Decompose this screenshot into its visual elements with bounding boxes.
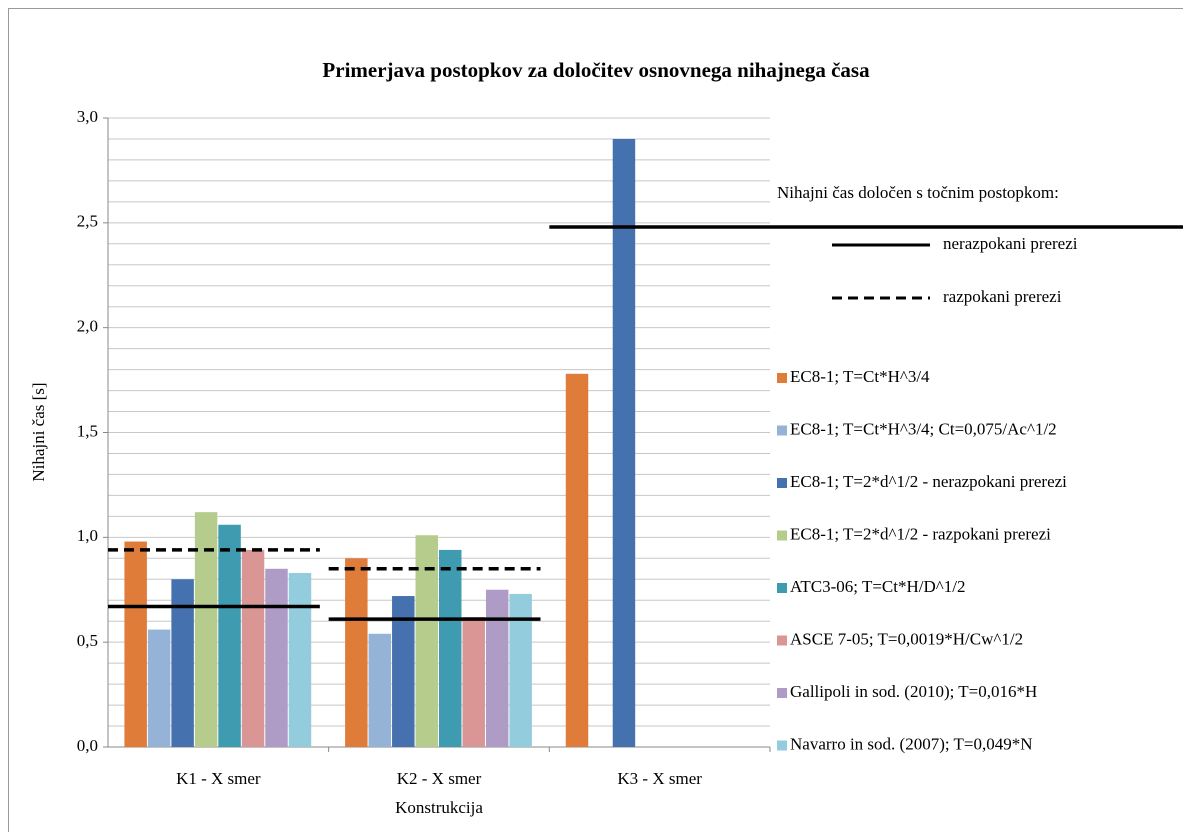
legend-label: EC8-1; T=2*d^1/2 - nerazpokani prerezi xyxy=(790,472,1067,491)
bar xyxy=(439,549,462,747)
reference-legend-title: Nihajni čas določen s točnim postopkom: xyxy=(777,183,1059,202)
bar xyxy=(288,572,312,747)
bar xyxy=(124,541,147,747)
legend-swatch xyxy=(777,530,787,541)
legend-label: razpokani prerezi xyxy=(943,287,1062,306)
bar xyxy=(218,524,241,747)
legend-swatch xyxy=(777,425,787,436)
bar xyxy=(392,596,415,747)
legend-label: Navarro in sod. (2007); T=0,049*N xyxy=(790,734,1033,753)
y-axis-title: Nihajni čas [s] xyxy=(29,382,48,481)
legend-label: EC8-1; T=Ct*H^3/4 xyxy=(790,367,930,386)
legend-swatch xyxy=(777,583,787,593)
bar xyxy=(147,629,171,747)
x-tick-label: K3 - X smer xyxy=(617,769,702,788)
y-tick-label: 2,5 xyxy=(77,212,98,231)
y-tick-label: 0,5 xyxy=(77,631,98,650)
chart-title: Primerjava postopkov za določitev osnovn… xyxy=(322,58,870,82)
legend-swatch xyxy=(777,373,787,383)
legend-label: Gallipoli in sod. (2010); T=0,016*H xyxy=(790,682,1037,701)
bar xyxy=(485,589,509,747)
legend-label: ATC3-06; T=Ct*H/D^1/2 xyxy=(790,577,965,596)
bar xyxy=(368,633,392,747)
legend-swatch xyxy=(777,740,787,751)
y-tick-label: 2,0 xyxy=(77,317,98,336)
bar xyxy=(612,138,636,747)
bar xyxy=(241,549,265,747)
legend-label: EC8-1; T=2*d^1/2 - razpokani prerezi xyxy=(790,524,1051,543)
y-tick-label: 3,0 xyxy=(77,107,98,126)
bar xyxy=(415,535,438,747)
bar xyxy=(194,512,218,747)
legend-label: ASCE 7-05; T=0,0019*H/Cw^1/2 xyxy=(790,629,1023,648)
bar xyxy=(265,568,288,747)
legend-swatch xyxy=(777,635,787,646)
y-tick-label: 0,0 xyxy=(77,736,98,755)
bar xyxy=(565,373,589,747)
legend-label: nerazpokani prerezi xyxy=(943,234,1078,253)
bar xyxy=(171,579,194,747)
legend-swatch xyxy=(777,688,787,698)
bar xyxy=(509,593,532,747)
x-tick-label: K2 - X smer xyxy=(397,769,482,788)
legend-label: EC8-1; T=Ct*H^3/4; Ct=0,075/Ac^1/2 xyxy=(790,419,1057,438)
x-axis-title: Konstrukcija xyxy=(395,798,483,817)
y-tick-label: 1,0 xyxy=(77,526,98,545)
y-tick-label: 1,5 xyxy=(77,421,98,440)
bar xyxy=(345,558,368,747)
x-tick-label: K1 - X smer xyxy=(176,769,261,788)
legend-swatch xyxy=(777,478,787,488)
bar xyxy=(462,617,485,747)
